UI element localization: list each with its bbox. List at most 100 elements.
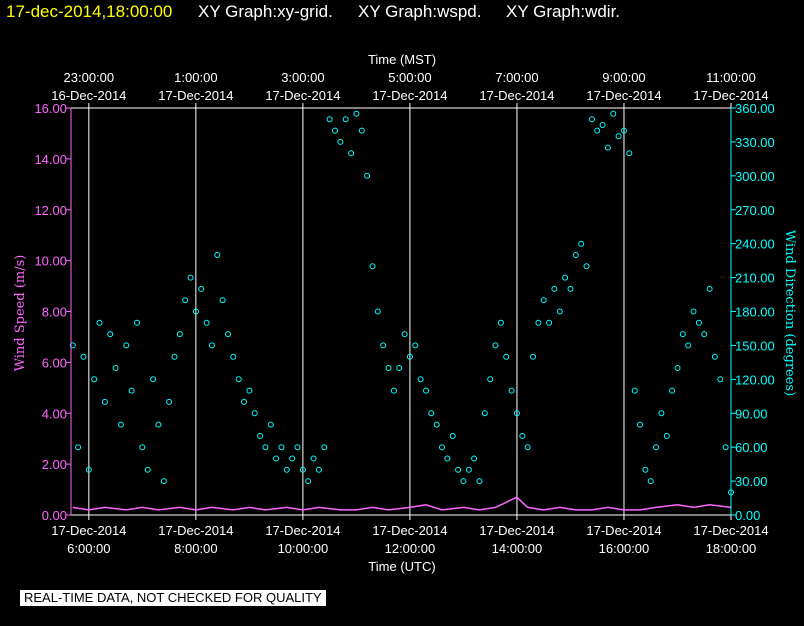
- bottom-tick-date: 17-Dec-2014: [51, 523, 126, 538]
- bottom-tick-date: 17-Dec-2014: [372, 523, 447, 538]
- wind-direction-point: [321, 444, 328, 451]
- wind-direction-point: [513, 410, 520, 417]
- right-tick-label: 330.00: [735, 135, 775, 150]
- wind-direction-point: [610, 110, 617, 117]
- wind-direction-point: [401, 331, 408, 338]
- wind-direction-point: [385, 365, 392, 371]
- wind-direction-point: [369, 263, 376, 270]
- wind-direction-point: [364, 172, 371, 179]
- wind-direction-point: [578, 240, 585, 247]
- wind-direction-point: [246, 387, 253, 394]
- wind-direction-point: [134, 319, 140, 326]
- wind-direction-point: [273, 455, 280, 462]
- wind-direction-point: [423, 387, 429, 394]
- wind-direction-point: [471, 455, 478, 462]
- wind-direction-point: [669, 387, 676, 394]
- wind-direction-point: [637, 421, 643, 428]
- wind-direction-point: [241, 398, 247, 405]
- wind-direction-point: [160, 478, 167, 485]
- top-tick-time: 5:00:00: [388, 70, 431, 85]
- bottom-tick-time: 18:00:00: [706, 541, 757, 556]
- wind-direction-point: [444, 455, 451, 462]
- wind-direction-point: [594, 127, 601, 134]
- wind-direction-point: [262, 444, 269, 451]
- wind-direction-point: [508, 387, 515, 394]
- wind-direction-point: [150, 376, 157, 383]
- wind-speed-line: [72, 496, 732, 511]
- wind-direction-point: [380, 342, 387, 349]
- wind-direction-point: [155, 421, 162, 428]
- wind-direction-point: [305, 478, 312, 485]
- wind-direction-point: [294, 444, 301, 451]
- wind-direction-point: [235, 376, 242, 383]
- right-tick-label: 90.00: [735, 406, 768, 421]
- wind-direction-point: [546, 319, 553, 326]
- wind-direction-point: [556, 308, 563, 315]
- wind-direction-point: [690, 308, 697, 315]
- wind-direction-point: [487, 376, 494, 383]
- wind-direction-point: [406, 353, 413, 360]
- wind-direction-point: [711, 353, 718, 360]
- wind-direction-point: [348, 150, 355, 157]
- right-tick-label: 150.00: [735, 338, 775, 353]
- wind-direction-point: [128, 387, 135, 394]
- wind-direction-point: [342, 116, 349, 123]
- top-tick-time: 1:00:00: [174, 70, 217, 85]
- wind-direction-point: [439, 444, 445, 451]
- left-tick-label: 0.00: [42, 508, 67, 523]
- bottom-tick-date: 17-Dec-2014: [265, 523, 340, 538]
- wind-direction-point: [187, 274, 194, 281]
- bottom-tick-date: 17-Dec-2014: [158, 523, 233, 538]
- wind-direction-point: [91, 376, 98, 383]
- right-tick-label: 360.00: [735, 101, 775, 116]
- top-tick-date: 17-Dec-2014: [265, 88, 340, 103]
- wind-direction-point: [417, 376, 424, 383]
- bottom-tick-date: 17-Dec-2014: [586, 523, 661, 538]
- axes-layer: [66, 103, 736, 520]
- wind-direction-point: [572, 252, 579, 258]
- left-tick-label: 8.00: [42, 305, 67, 320]
- bottom-tick-time: 6:00:00: [67, 541, 110, 556]
- wind-direction-point: [374, 308, 381, 315]
- wind-direction-point: [588, 116, 595, 123]
- header-title-wspd: XY Graph:wspd.: [358, 2, 481, 21]
- wind-direction-point: [315, 466, 322, 473]
- top-tick-date: 17-Dec-2014: [372, 88, 447, 103]
- left-axis-title: Wind Speed (m/s): [13, 255, 28, 372]
- top-axis-title: Time (MST): [368, 52, 436, 67]
- wind-direction-point: [412, 342, 419, 349]
- top-tick-time: 3:00:00: [281, 70, 324, 85]
- wind-direction-point: [230, 353, 237, 360]
- wind-direction-point: [112, 365, 119, 371]
- header-timestamp: 17-dec-2014,18:00:00: [6, 2, 172, 21]
- bottom-axis-title: Time (UTC): [368, 559, 435, 574]
- wind-direction-point: [631, 387, 638, 394]
- bottom-tick-time: 12:00:00: [385, 541, 436, 556]
- top-tick-date: 17-Dec-2014: [586, 88, 661, 103]
- wind-direction-point: [551, 285, 558, 292]
- plot-area: [69, 110, 734, 511]
- wind-direction-point: [626, 150, 633, 157]
- wind-direction-point: [117, 421, 124, 428]
- wind-direction-point: [101, 398, 108, 405]
- wind-direction-point: [332, 127, 338, 134]
- right-tick-label: 300.00: [735, 169, 775, 184]
- wind-direction-point: [717, 376, 724, 383]
- wind-direction-point: [390, 387, 397, 394]
- top-tick-time: 9:00:00: [602, 70, 645, 85]
- wind-direction-point: [198, 285, 205, 292]
- header-title-wdir: XY Graph:wdir.: [506, 2, 620, 21]
- bottom-tick-time: 8:00:00: [174, 541, 217, 556]
- left-tick-label: 14.00: [34, 152, 67, 167]
- wind-direction-point: [358, 127, 365, 134]
- left-tick-label: 16.00: [34, 101, 67, 116]
- wind-direction-point: [449, 432, 456, 439]
- left-tick-label: 2.00: [42, 457, 67, 472]
- wind-direction-point: [208, 342, 215, 349]
- wind-direction-point: [599, 122, 606, 128]
- wind-direction-point: [567, 285, 574, 292]
- wind-direction-point: [497, 319, 504, 326]
- wind-direction-point: [519, 432, 526, 439]
- right-tick-label: 270.00: [735, 203, 775, 218]
- wind-direction-point: [604, 144, 611, 151]
